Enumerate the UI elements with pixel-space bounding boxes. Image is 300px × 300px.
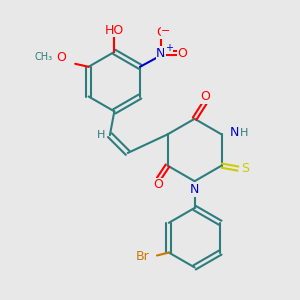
Text: O: O (178, 47, 188, 60)
Text: CH₃: CH₃ (35, 52, 53, 62)
Text: O: O (156, 26, 166, 38)
Text: Br: Br (136, 250, 149, 263)
Text: H: H (240, 128, 248, 138)
Text: −: − (161, 26, 171, 35)
Text: S: S (242, 162, 249, 175)
Text: N: N (156, 47, 166, 60)
Text: N: N (189, 183, 199, 196)
Text: O: O (200, 90, 210, 103)
Text: +: + (165, 43, 173, 53)
Text: N: N (230, 126, 239, 140)
Text: O: O (154, 178, 164, 191)
Text: HO: HO (105, 24, 124, 37)
Text: O: O (56, 51, 66, 64)
Text: H: H (98, 130, 106, 140)
